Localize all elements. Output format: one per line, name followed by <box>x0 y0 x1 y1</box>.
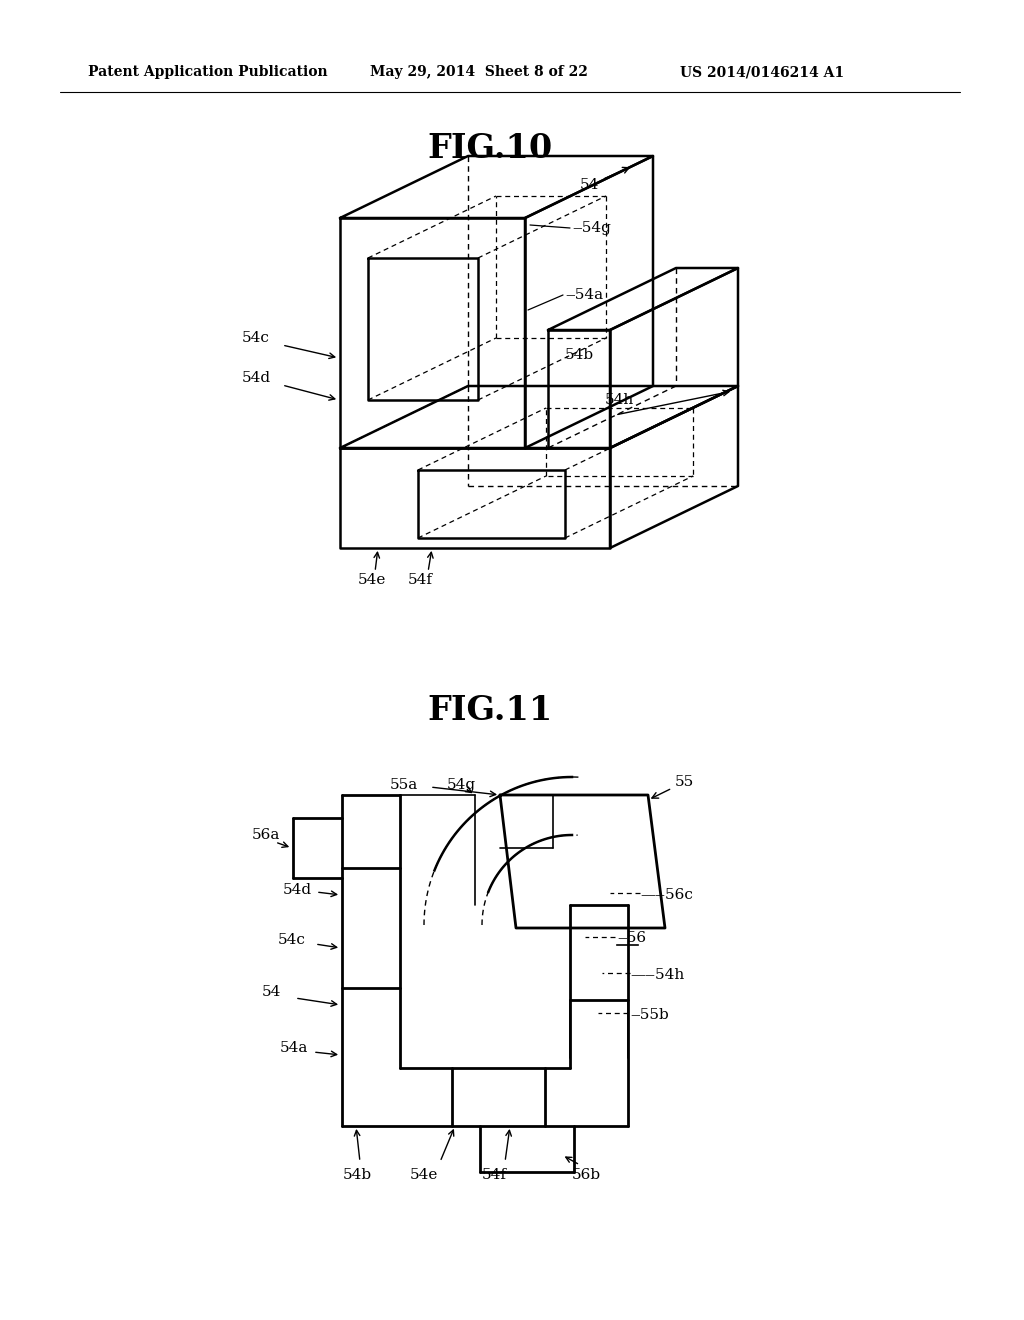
Text: 54c: 54c <box>278 933 306 946</box>
Text: 56b: 56b <box>572 1168 601 1181</box>
Text: ‒54a: ‒54a <box>565 288 603 302</box>
Text: 54h: 54h <box>605 393 634 407</box>
Text: 54c: 54c <box>242 331 270 345</box>
Text: 54b: 54b <box>565 348 594 362</box>
Text: 54: 54 <box>580 168 629 191</box>
Text: 54g: 54g <box>447 777 476 792</box>
Text: ‒54g: ‒54g <box>572 220 611 235</box>
Text: 54f: 54f <box>408 573 433 587</box>
Text: 54e: 54e <box>410 1168 438 1181</box>
Text: —‒54h: —‒54h <box>630 968 684 982</box>
Text: ‒56: ‒56 <box>617 931 646 945</box>
Text: 56a: 56a <box>252 828 281 842</box>
Text: 54e: 54e <box>358 573 386 587</box>
Text: 54f: 54f <box>482 1168 507 1181</box>
Text: 55a: 55a <box>390 777 418 792</box>
Text: 54b: 54b <box>343 1168 372 1181</box>
Text: 55: 55 <box>652 775 694 799</box>
Text: US 2014/0146214 A1: US 2014/0146214 A1 <box>680 65 844 79</box>
Text: 54d: 54d <box>283 883 312 898</box>
Text: 54: 54 <box>262 985 282 999</box>
Text: 54a: 54a <box>280 1041 308 1055</box>
Text: May 29, 2014  Sheet 8 of 22: May 29, 2014 Sheet 8 of 22 <box>370 65 588 79</box>
Text: Patent Application Publication: Patent Application Publication <box>88 65 328 79</box>
Text: FIG.11: FIG.11 <box>427 693 553 726</box>
Text: ‒55b: ‒55b <box>630 1008 669 1022</box>
Text: —‒56c: —‒56c <box>640 888 693 902</box>
Text: FIG.10: FIG.10 <box>427 132 553 165</box>
Text: 54d: 54d <box>242 371 271 385</box>
